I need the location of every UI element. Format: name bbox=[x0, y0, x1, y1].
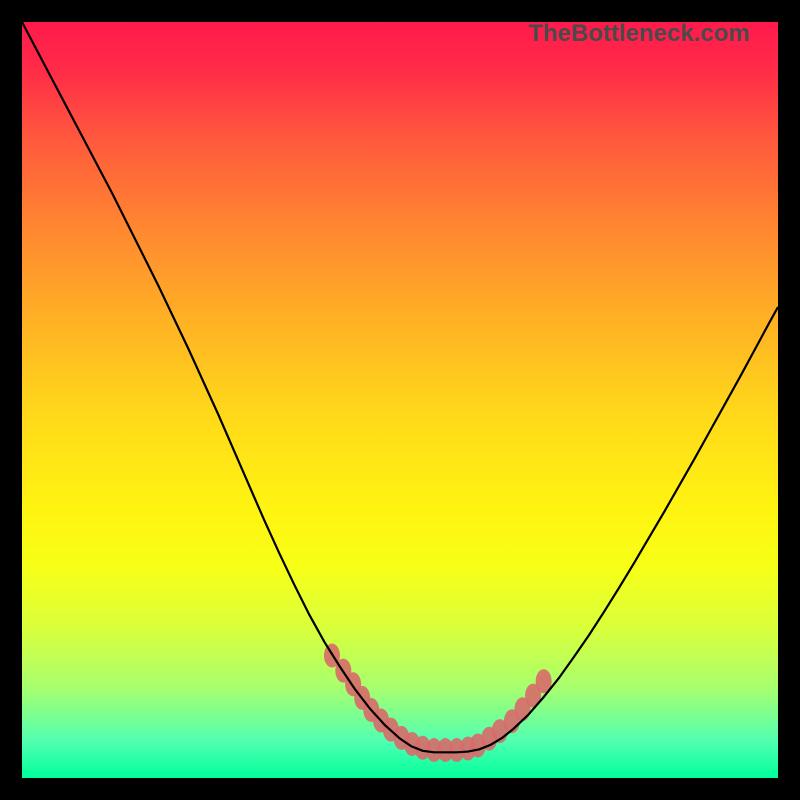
chart-frame: TheBottleneck.com bbox=[0, 0, 800, 800]
chart-svg bbox=[22, 22, 778, 778]
scatter-group bbox=[324, 644, 552, 763]
bottleneck-curve bbox=[22, 22, 778, 752]
watermark-text: TheBottleneck.com bbox=[529, 20, 750, 48]
plot-area bbox=[22, 22, 778, 778]
